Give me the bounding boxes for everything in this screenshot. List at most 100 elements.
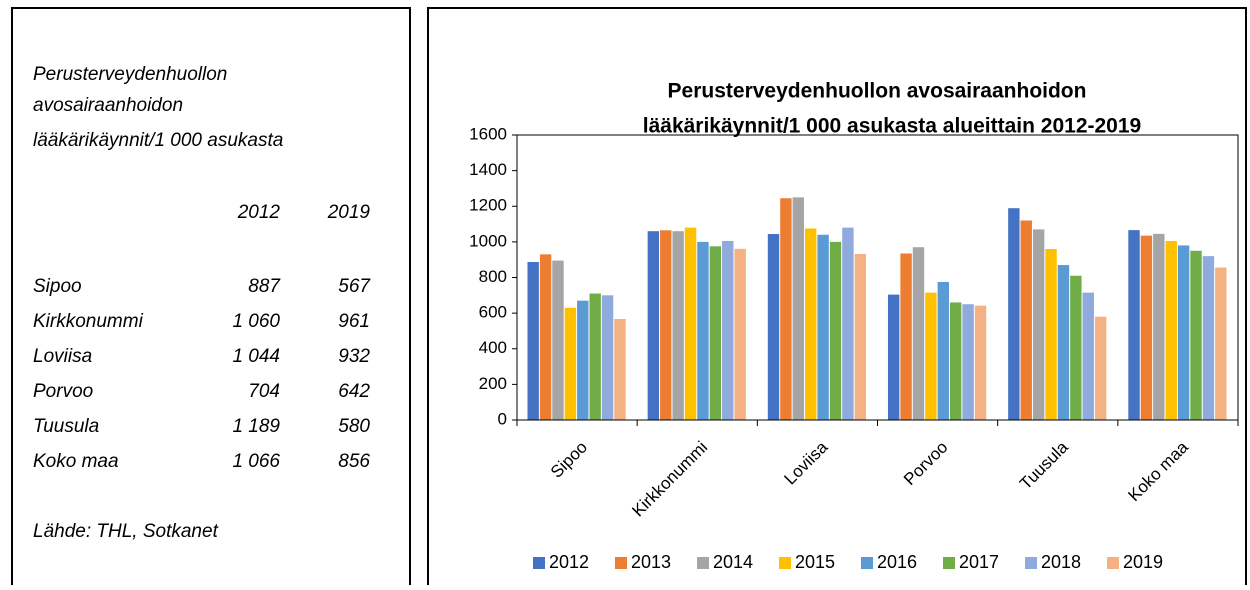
bar	[1215, 267, 1227, 420]
bar	[684, 227, 697, 420]
cell: 887	[248, 276, 281, 297]
row-label: Porvoo	[33, 381, 93, 402]
legend-label: 2018	[1041, 552, 1081, 572]
panel-title: Perusterveydenhuollon	[33, 64, 227, 85]
bar	[974, 305, 987, 420]
cell: 1 189	[232, 416, 280, 437]
bar	[1082, 292, 1094, 420]
y-tick-label: 800	[479, 267, 507, 286]
bar	[1070, 275, 1082, 420]
x-tick-label: Kirkkonummi	[628, 438, 711, 521]
bar	[792, 197, 805, 420]
legend-label: 2017	[959, 552, 999, 572]
y-tick-label: 600	[479, 303, 507, 322]
cell: 1 066	[232, 451, 280, 472]
bar	[672, 231, 684, 420]
bar	[829, 241, 842, 420]
bar	[817, 234, 829, 420]
chart-panel	[427, 7, 1247, 590]
bar	[925, 292, 937, 420]
legend-label: 2012	[549, 552, 589, 572]
row-label: Kirkkonummi	[33, 311, 144, 332]
bar	[1057, 265, 1070, 420]
cell: 1 044	[232, 346, 280, 367]
cell: 567	[338, 276, 371, 297]
bar	[1177, 245, 1190, 420]
bar	[1140, 235, 1153, 420]
cell: 580	[338, 416, 370, 437]
bar	[1032, 229, 1045, 420]
bar	[900, 253, 912, 420]
legend-swatch	[861, 557, 873, 569]
bar	[805, 228, 817, 420]
panel-title: avosairaanhoidon	[33, 95, 183, 116]
bar	[734, 248, 746, 420]
bar	[601, 295, 614, 420]
legend-swatch	[779, 557, 791, 569]
bar	[1202, 256, 1215, 420]
bar	[912, 247, 925, 420]
source: Lähde: THL, Sotkanet	[33, 521, 219, 542]
bar	[1165, 240, 1177, 420]
text-panel	[11, 7, 411, 590]
y-tick-label: 1000	[469, 231, 507, 250]
y-tick-label: 1400	[469, 160, 507, 179]
cell: 932	[338, 346, 370, 367]
y-tick-label: 400	[479, 338, 507, 357]
bar	[1008, 208, 1020, 420]
bar	[527, 262, 539, 420]
y-tick-label: 1600	[469, 124, 507, 143]
bar	[1190, 250, 1202, 420]
legend-swatch	[943, 557, 955, 569]
bar	[539, 254, 552, 420]
legend-label: 2015	[795, 552, 835, 572]
chart-title: lääkärikäynnit/1 000 asukasta alueittain…	[643, 115, 1141, 138]
cell: 704	[248, 381, 280, 402]
bar	[660, 230, 672, 420]
bar	[780, 198, 792, 420]
bar	[767, 234, 780, 420]
bar	[949, 302, 962, 420]
bar	[1094, 316, 1107, 420]
bar	[842, 227, 854, 420]
chart-title: Perusterveydenhuollon avosairaanhoidon	[668, 80, 1087, 103]
row-label: Koko maa	[33, 451, 119, 472]
legend-label: 2014	[713, 552, 753, 572]
column-header: 2019	[327, 202, 371, 223]
y-tick-label: 0	[498, 409, 507, 428]
legend-label: 2019	[1123, 552, 1163, 572]
bar	[854, 253, 867, 420]
bar	[589, 293, 601, 420]
bar	[577, 300, 589, 420]
bar	[564, 307, 577, 420]
bar	[552, 260, 564, 420]
bar	[1153, 233, 1165, 420]
x-tick-label: Tuusula	[1016, 437, 1072, 493]
row-label: Sipoo	[33, 276, 82, 297]
legend-swatch	[697, 557, 709, 569]
bar	[647, 231, 660, 420]
bar	[962, 304, 974, 420]
legend-label: 2016	[877, 552, 917, 572]
x-tick-label: Loviisa	[781, 437, 832, 488]
cell: 856	[338, 451, 370, 472]
y-tick-label: 200	[479, 374, 507, 393]
bar	[937, 281, 949, 420]
bar	[709, 246, 722, 420]
bar	[1020, 220, 1032, 420]
legend-swatch	[615, 557, 627, 569]
legend-swatch	[533, 557, 545, 569]
y-tick-label: 1200	[469, 196, 507, 215]
legend-swatch	[1025, 557, 1037, 569]
bar	[887, 294, 900, 420]
bar	[722, 240, 734, 420]
cell: 642	[338, 381, 370, 402]
column-header: 2012	[237, 202, 281, 223]
x-tick-label: Koko maa	[1124, 437, 1192, 505]
bar	[614, 319, 626, 420]
bar	[1045, 249, 1057, 420]
x-tick-label: Porvoo	[900, 438, 952, 490]
row-label: Tuusula	[33, 416, 99, 437]
bar	[697, 241, 709, 420]
